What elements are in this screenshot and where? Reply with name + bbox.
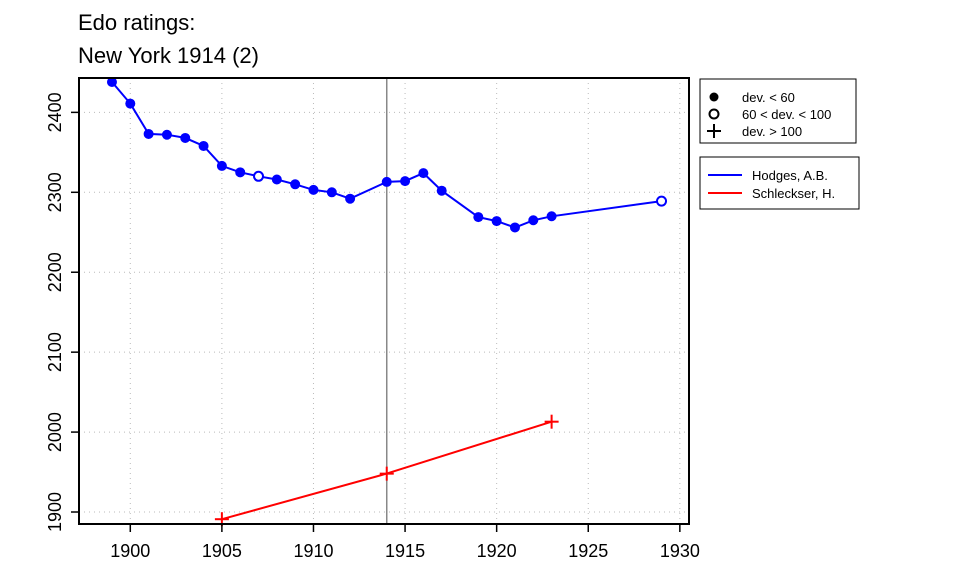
series-layer	[106, 76, 668, 527]
data-point	[125, 98, 136, 109]
plus-icon	[707, 124, 721, 138]
x-tick-label: 1930	[660, 541, 700, 561]
chart-title-line-2: New York 1914 (2)	[78, 43, 259, 68]
data-point	[290, 179, 301, 190]
x-tick-label: 1900	[110, 541, 150, 561]
data-point	[345, 193, 356, 204]
x-tick-label: 1905	[202, 541, 242, 561]
marker-legend-label: dev. > 100	[742, 124, 802, 139]
y-tick-label: 2000	[45, 412, 65, 452]
x-tick-label: 1920	[477, 541, 517, 561]
marker-legend-box	[699, 78, 857, 144]
y-tick-label: 2300	[45, 172, 65, 212]
data-point	[381, 176, 392, 187]
data-point	[400, 176, 411, 187]
series-legend-label: Hodges, A.B.	[752, 168, 828, 183]
data-point	[544, 414, 559, 429]
data-point	[216, 160, 227, 171]
y-tick-label: 2100	[45, 332, 65, 372]
x-tick-label: 1925	[568, 541, 608, 561]
data-point	[235, 167, 246, 178]
x-tick-label: 1915	[385, 541, 425, 561]
data-point	[379, 466, 394, 481]
data-point	[180, 132, 191, 143]
open-circle-icon	[708, 108, 720, 120]
data-point	[436, 185, 447, 196]
data-point	[546, 211, 557, 222]
data-point	[473, 212, 484, 223]
data-point	[308, 184, 319, 195]
x-tick-label: 1910	[293, 541, 333, 561]
axes: 1900 1905 1910 1915 1920 1925 1930 1900 2000 2100…	[45, 92, 700, 561]
y-tick-label: 2200	[45, 252, 65, 292]
grid	[79, 78, 689, 524]
data-point	[161, 129, 172, 140]
filled-circle-icon	[709, 92, 719, 102]
data-point	[491, 216, 502, 227]
series-legend-label: Schleckser, H.	[752, 186, 835, 201]
data-point	[326, 187, 337, 198]
data-point	[509, 222, 520, 233]
y-tick-label: 1900	[45, 492, 65, 532]
marker-legend-label: 60 < dev. < 100	[742, 107, 831, 122]
data-point	[253, 170, 265, 182]
data-point	[271, 174, 282, 185]
data-point	[143, 128, 154, 139]
series-group	[106, 76, 668, 233]
data-point	[656, 195, 668, 207]
data-point	[106, 76, 117, 87]
series-legend-box	[699, 156, 860, 210]
marker-legend: dev. < 60 60 < dev. < 100 dev. > 100	[699, 78, 857, 144]
data-point	[418, 168, 429, 179]
marker-legend-label: dev. < 60	[742, 90, 795, 105]
chart-title-line-1: Edo ratings:	[78, 10, 195, 35]
series-legend: Hodges, A.B. Schleckser, H.	[699, 156, 860, 210]
y-tick-label: 2400	[45, 92, 65, 132]
plot-frame	[78, 77, 690, 525]
data-point	[528, 215, 539, 226]
data-point	[198, 140, 209, 151]
